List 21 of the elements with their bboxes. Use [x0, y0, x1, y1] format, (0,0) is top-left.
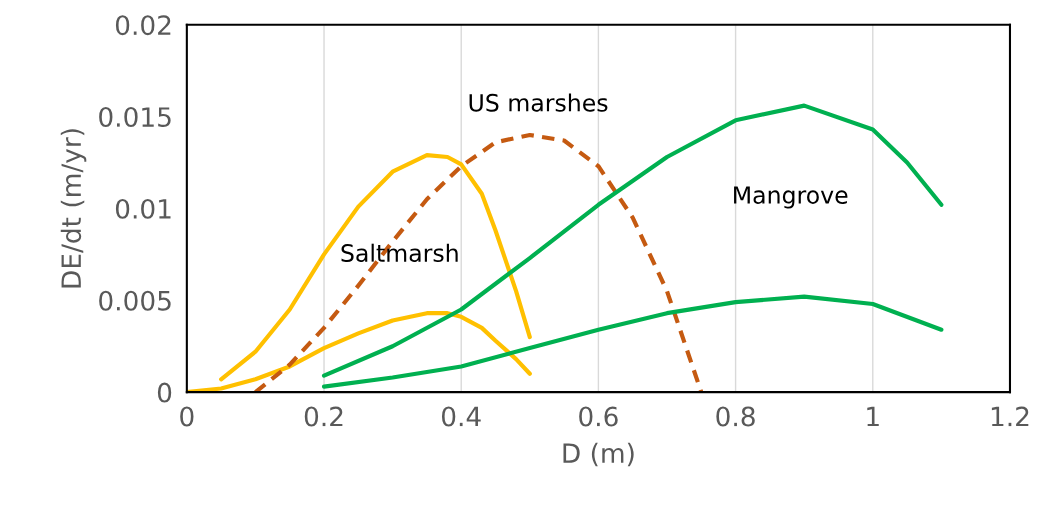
x-tick-label: 0.4	[441, 406, 481, 427]
y-tick-label: 0	[157, 382, 172, 403]
line-series	[219, 153, 532, 382]
line-series	[253, 132, 704, 393]
x-axis-title: D (m)	[563, 442, 634, 467]
y-tick-label: 0.02	[115, 15, 171, 36]
y-axis-title: DE/dt (m/yr)	[60, 129, 87, 288]
y-tick-label: 0.01	[115, 198, 171, 219]
annotation: Saltmarsh	[341, 243, 458, 262]
x-tick-label: 1.2	[991, 406, 1029, 427]
annotation: US marshes	[469, 93, 608, 112]
x-tick-label: 0.6	[579, 406, 618, 427]
x-tick-label: 0	[180, 406, 194, 427]
x-tick-label: 0.2	[304, 406, 343, 427]
y-tick-label: 0.005	[99, 290, 171, 311]
x-tick-label: 1	[867, 406, 879, 427]
line-series	[186, 311, 532, 393]
x-tick-label: 0.8	[716, 406, 755, 427]
line-series	[321, 294, 944, 389]
annotation: Mangrove	[734, 186, 848, 209]
y-tick-label: 0.015	[99, 107, 171, 128]
